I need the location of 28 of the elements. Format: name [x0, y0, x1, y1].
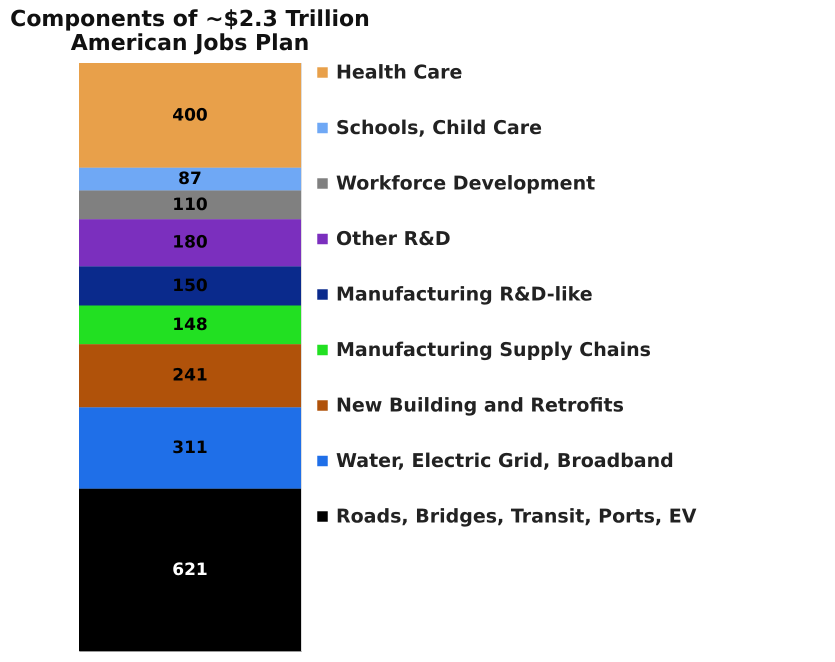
data-label: 180 — [172, 232, 208, 253]
data-label: 241 — [172, 366, 208, 386]
legend-label: Health Care — [336, 62, 462, 84]
legend-label: Manufacturing Supply Chains — [336, 339, 651, 361]
data-label: 110 — [172, 194, 208, 215]
bar — [79, 305, 301, 344]
bar — [79, 168, 301, 190]
bar — [79, 344, 301, 408]
legend-label: Other R&D — [336, 228, 451, 250]
data-label: 150 — [172, 276, 208, 296]
legend-label: Manufacturing R&D-like — [336, 284, 593, 306]
chart-title: Components of ~$2.3 Trillion American Jobs Plan — [10, 7, 370, 56]
data-label: 148 — [172, 314, 208, 335]
bar — [79, 63, 301, 168]
data-label: 87 — [178, 169, 202, 190]
bar — [79, 488, 301, 651]
data-label: 400 — [172, 105, 208, 126]
legend-label: Water, Electric Grid, Broadband — [336, 450, 674, 472]
bar — [79, 219, 301, 266]
legend-label: Roads, Bridges, Transit, Ports, EV — [336, 506, 697, 528]
bar — [79, 266, 301, 306]
data-label: 621 — [172, 560, 208, 580]
data-label: 311 — [172, 438, 208, 458]
legend-label: Schools, Child Care — [336, 117, 542, 139]
legend-label: New Building and Retrofits — [336, 394, 624, 416]
legend-label: Workforce Development — [336, 172, 596, 194]
bar — [79, 407, 301, 489]
bar — [79, 190, 301, 220]
